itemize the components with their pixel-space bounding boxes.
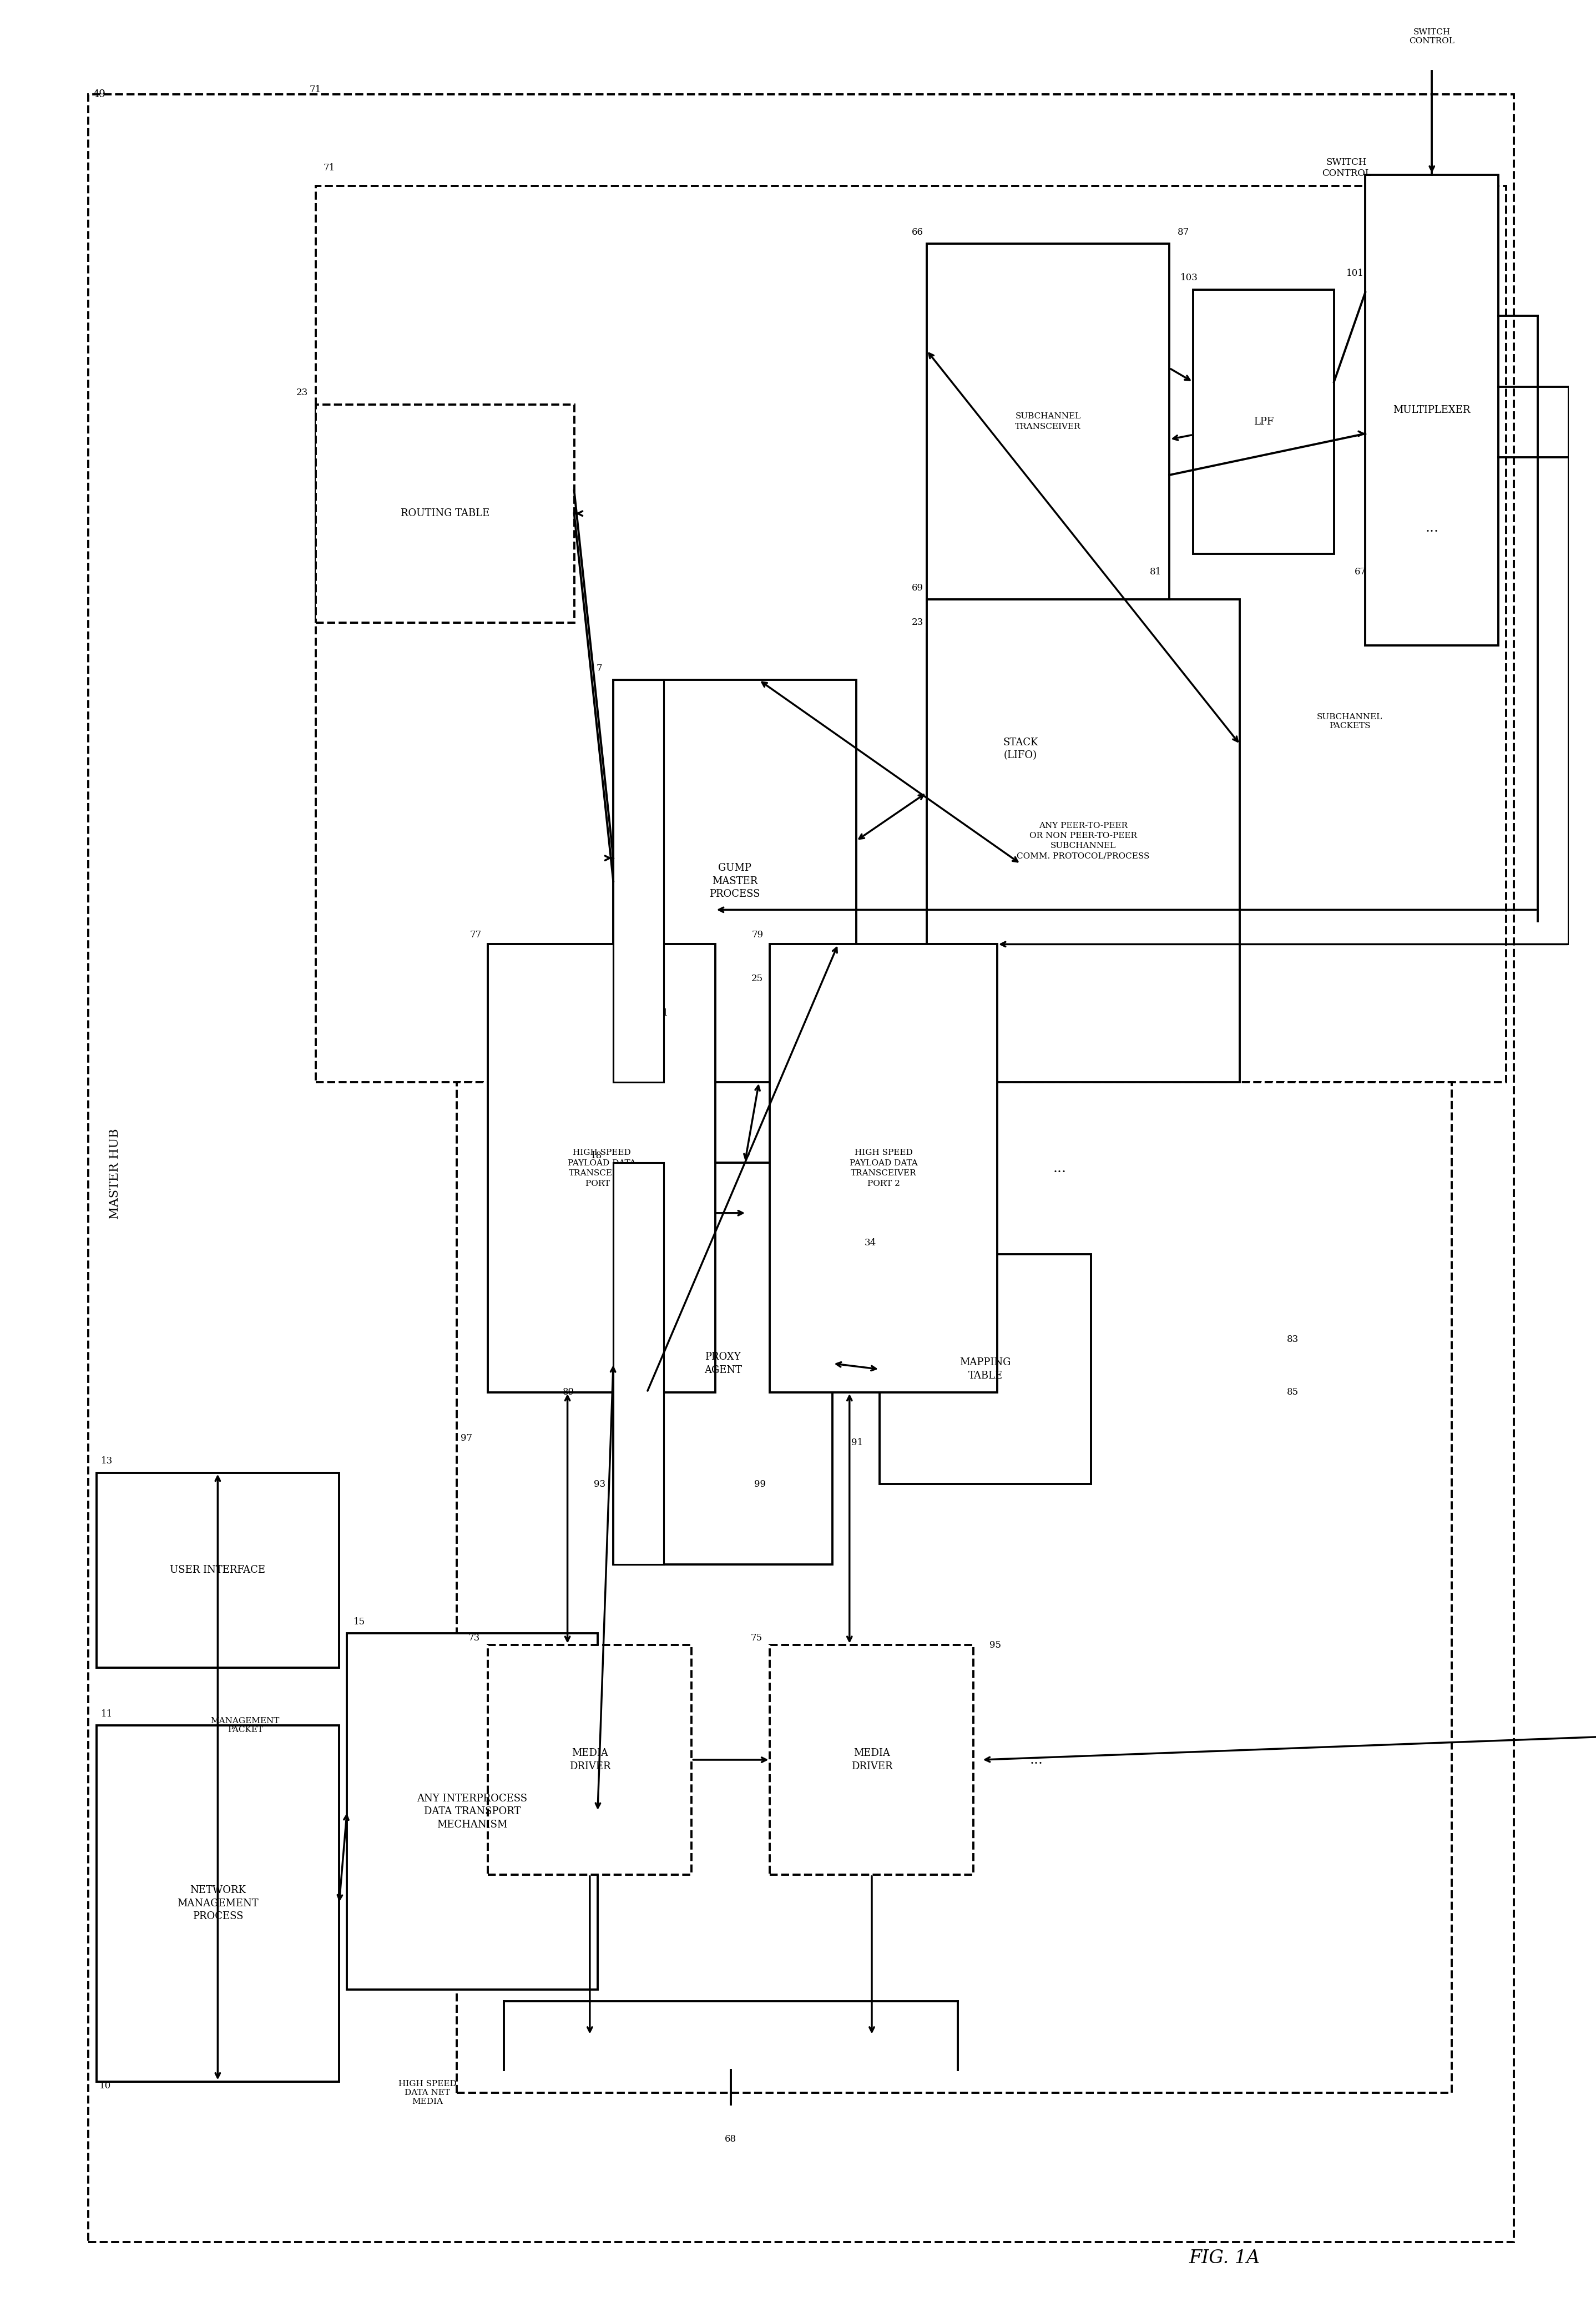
Bar [927, 633, 1114, 863]
Bar [927, 244, 1170, 599]
Text: A
P
I: A P I [635, 870, 642, 893]
Text: 91: 91 [851, 1439, 863, 1448]
Bar [488, 1646, 691, 1874]
Bar [488, 944, 715, 1393]
Text: 101: 101 [1347, 269, 1365, 279]
Text: ...: ... [1053, 1163, 1066, 1174]
Text: ROUTING TABLE: ROUTING TABLE [401, 509, 490, 518]
Text: NETWORK
MANAGEMENT
PROCESS: NETWORK MANAGEMENT PROCESS [177, 1885, 259, 1922]
Text: 68: 68 [725, 2134, 737, 2143]
Text: ANY PEER-TO-PEER
OR NON PEER-TO-PEER
SUBCHANNEL
COMM. PROTOCOL/PROCESS: ANY PEER-TO-PEER OR NON PEER-TO-PEER SUB… [1017, 822, 1149, 861]
Text: PROXY
AGENT: PROXY AGENT [704, 1351, 742, 1374]
Text: 15: 15 [353, 1618, 365, 1628]
Bar [613, 679, 855, 1082]
Text: 67: 67 [1355, 566, 1366, 578]
Text: SUBCHANNEL
TRANSCEIVER: SUBCHANNEL TRANSCEIVER [1015, 412, 1080, 430]
Text: 21: 21 [658, 1008, 669, 1017]
Bar [96, 1724, 338, 2081]
Bar [96, 1473, 338, 1669]
Text: LPF: LPF [1253, 417, 1274, 426]
Text: USER INTERFACE: USER INTERFACE [171, 1565, 265, 1575]
Bar [1192, 290, 1334, 555]
Text: 23: 23 [295, 389, 308, 398]
Text: 97: 97 [461, 1434, 472, 1443]
Text: 10: 10 [99, 2081, 112, 2090]
Text: HIGH SPEED
DATA NET
MEDIA: HIGH SPEED DATA NET MEDIA [399, 2081, 456, 2106]
Bar [613, 679, 664, 1082]
Text: 77: 77 [469, 930, 482, 939]
Bar [613, 1163, 664, 1565]
Text: MAPPING
TABLE: MAPPING TABLE [959, 1358, 1010, 1381]
Bar [613, 1163, 833, 1565]
Text: 71: 71 [324, 163, 335, 173]
Text: 25: 25 [752, 974, 763, 983]
Bar [346, 1634, 597, 1989]
Bar [316, 405, 575, 622]
Text: SUBCHANNEL
PACKETS: SUBCHANNEL PACKETS [1317, 714, 1382, 730]
Text: 83: 83 [1286, 1335, 1299, 1344]
Bar [927, 599, 1240, 1082]
Text: 73: 73 [468, 1634, 480, 1644]
Text: STACK
(LIFO): STACK (LIFO) [1002, 737, 1039, 760]
Bar [316, 186, 1507, 1082]
Text: SWITCH
CONTROL: SWITCH CONTROL [1409, 28, 1454, 46]
Text: FIG. 1A: FIG. 1A [1189, 2249, 1259, 2267]
Bar [769, 944, 998, 1393]
Text: HIGH SPEED
PAYLOAD DATA
TRANSCEIVER
PORT 2: HIGH SPEED PAYLOAD DATA TRANSCEIVER PORT… [849, 1149, 918, 1188]
Text: 66: 66 [911, 228, 924, 237]
Text: MASTER HUB: MASTER HUB [109, 1128, 121, 1220]
Text: 13: 13 [101, 1457, 113, 1466]
Text: 93: 93 [594, 1480, 605, 1489]
Text: ANY INTERPROCESS
DATA TRANSPORT
MECHANISM: ANY INTERPROCESS DATA TRANSPORT MECHANIS… [417, 1793, 528, 1830]
Text: ...: ... [1029, 1754, 1042, 1766]
Text: MEDIA
DRIVER: MEDIA DRIVER [851, 1747, 892, 1770]
Text: 89: 89 [562, 1388, 575, 1397]
Text: 49: 49 [93, 90, 105, 99]
Text: 85: 85 [1286, 1388, 1299, 1397]
Text: SWITCH
CONTROL: SWITCH CONTROL [1321, 157, 1371, 177]
Text: 23: 23 [911, 617, 924, 628]
Text: 7: 7 [597, 663, 602, 672]
Text: 71: 71 [310, 85, 321, 94]
Text: 75: 75 [750, 1634, 763, 1644]
Text: GUMP
MASTER
PROCESS: GUMP MASTER PROCESS [709, 863, 760, 900]
Bar [769, 1646, 974, 1874]
Text: 87: 87 [1178, 228, 1189, 237]
Bar [879, 1255, 1092, 1485]
Text: A
P
I: A P I [635, 1351, 642, 1374]
Text: 99: 99 [755, 1480, 766, 1489]
Text: ...: ... [1425, 523, 1438, 534]
Bar [456, 1082, 1451, 2093]
Text: 18: 18 [591, 1151, 602, 1160]
Text: 81: 81 [1149, 566, 1162, 578]
Text: 11: 11 [101, 1708, 113, 1720]
Text: 34: 34 [865, 1238, 876, 1248]
Text: 79: 79 [752, 930, 764, 939]
Text: MEDIA
DRIVER: MEDIA DRIVER [570, 1747, 611, 1770]
Text: 103: 103 [1181, 274, 1199, 283]
Bar [1365, 175, 1499, 645]
Text: HIGH SPEED
PAYLOAD DATA
TRANSCEIVER
PORT 1: HIGH SPEED PAYLOAD DATA TRANSCEIVER PORT… [568, 1149, 635, 1188]
Text: 69: 69 [911, 582, 924, 594]
Text: MULTIPLEXER: MULTIPLEXER [1393, 405, 1470, 414]
Text: MANAGEMENT
PACKET: MANAGEMENT PACKET [211, 1717, 279, 1733]
Text: 95: 95 [990, 1641, 1001, 1651]
